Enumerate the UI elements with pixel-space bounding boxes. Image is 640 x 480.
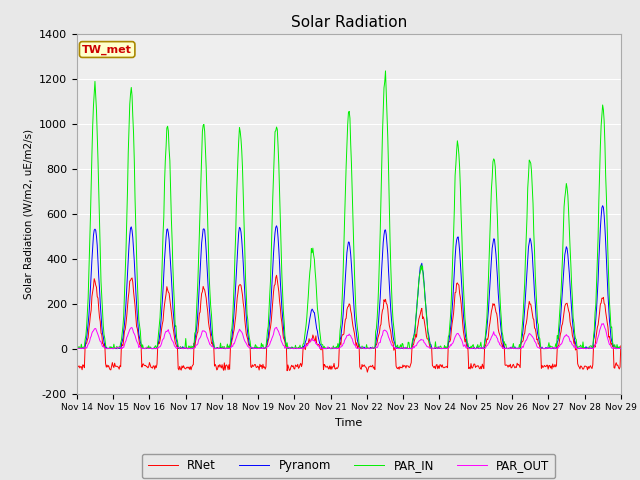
PAR_IN xyxy=(431,339,439,345)
RNet xyxy=(83,340,90,346)
Line: PAR_IN: PAR_IN xyxy=(77,71,621,348)
Pyranom xyxy=(415,279,422,285)
Pyranom xyxy=(73,346,81,351)
PAR_IN xyxy=(73,346,81,351)
Legend: RNet, Pyranom, PAR_IN, PAR_OUT: RNet, Pyranom, PAR_IN, PAR_OUT xyxy=(142,454,556,478)
Pyranom xyxy=(223,346,230,351)
RNet xyxy=(139,361,147,367)
RNet xyxy=(223,362,230,368)
Pyranom xyxy=(431,345,438,351)
PAR_OUT xyxy=(84,343,92,349)
PAR_IN xyxy=(139,342,147,348)
Pyranom xyxy=(617,346,625,351)
PAR_IN xyxy=(194,279,202,285)
RNet xyxy=(433,362,440,368)
PAR_IN xyxy=(83,324,90,329)
PAR_IN xyxy=(416,272,424,278)
RNet xyxy=(364,369,371,375)
PAR_OUT xyxy=(223,346,231,351)
RNet xyxy=(273,273,280,278)
PAR_OUT xyxy=(617,346,625,351)
PAR_IN xyxy=(381,68,389,74)
PAR_OUT xyxy=(140,345,147,351)
X-axis label: Time: Time xyxy=(335,418,362,428)
Line: PAR_OUT: PAR_OUT xyxy=(77,324,621,348)
PAR_IN xyxy=(617,346,625,351)
Pyranom xyxy=(599,203,607,208)
PAR_OUT xyxy=(195,337,202,343)
PAR_OUT xyxy=(431,345,439,350)
PAR_IN xyxy=(223,346,230,351)
PAR_OUT xyxy=(73,345,81,351)
Pyranom xyxy=(139,346,147,351)
Pyranom xyxy=(194,310,202,316)
RNet xyxy=(417,311,424,317)
Pyranom xyxy=(83,336,90,341)
PAR_OUT xyxy=(74,346,81,351)
PAR_OUT xyxy=(416,337,424,343)
Text: TW_met: TW_met xyxy=(82,44,132,55)
Title: Solar Radiation: Solar Radiation xyxy=(291,15,407,30)
PAR_OUT xyxy=(600,321,607,326)
RNet xyxy=(617,343,625,349)
Y-axis label: Solar Radiation (W/m2, uE/m2/s): Solar Radiation (W/m2, uE/m2/s) xyxy=(24,129,33,299)
RNet xyxy=(194,329,202,335)
Line: RNet: RNet xyxy=(77,276,621,372)
RNet xyxy=(73,360,81,366)
Line: Pyranom: Pyranom xyxy=(77,205,621,348)
